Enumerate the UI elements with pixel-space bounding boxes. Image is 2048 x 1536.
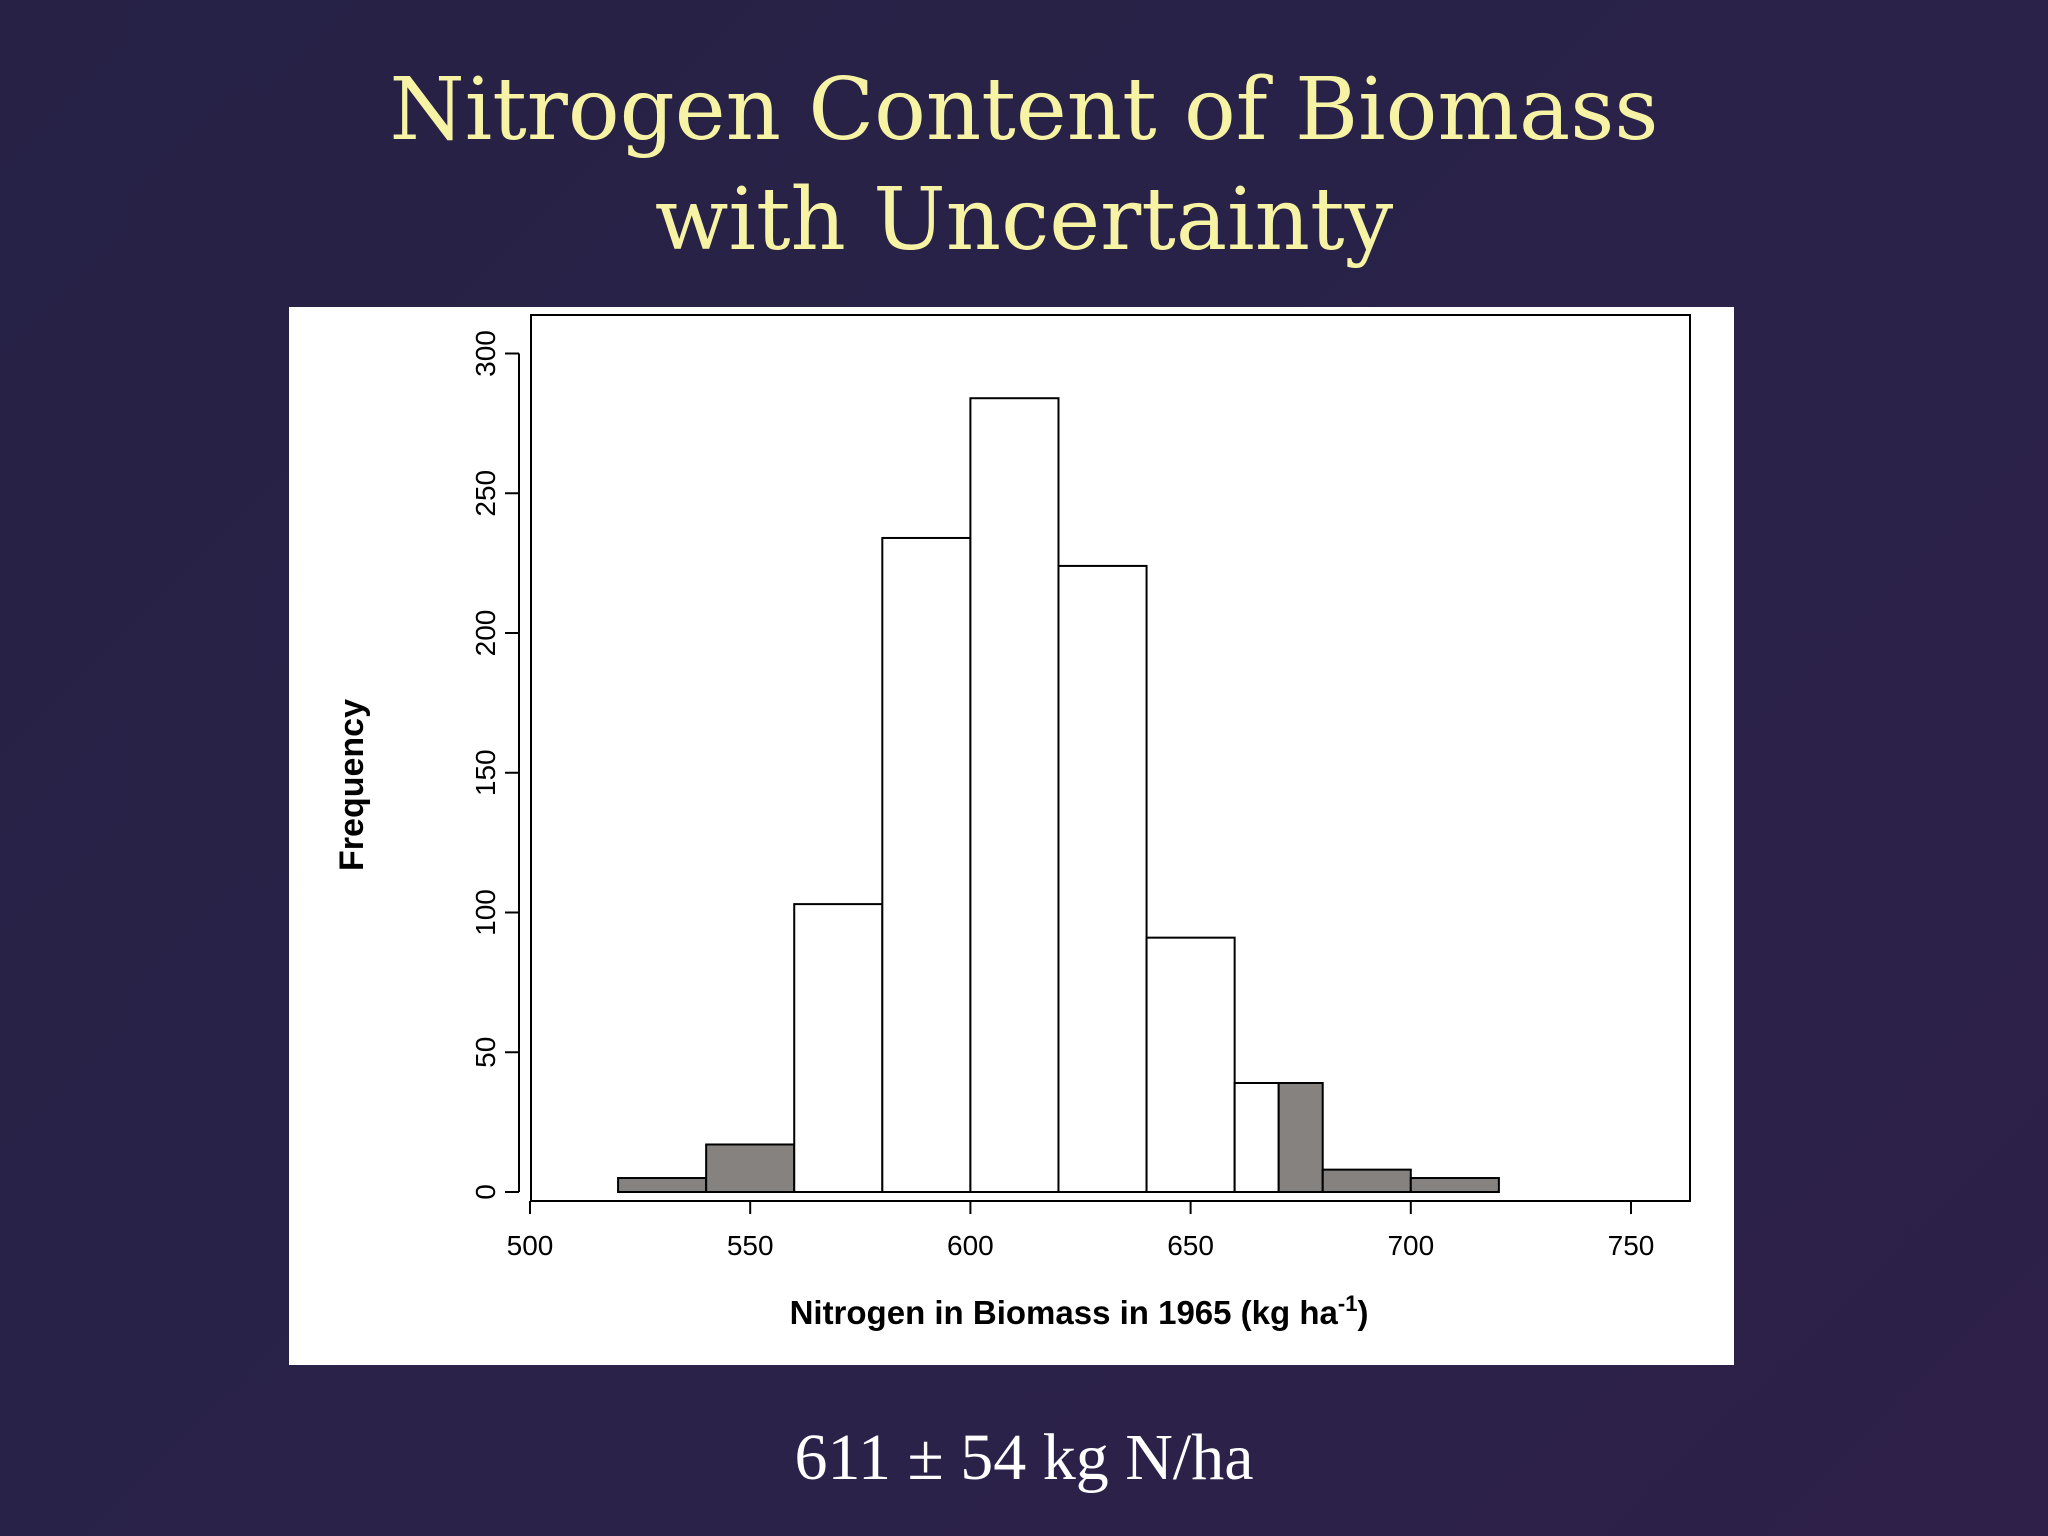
- x-tick-label: 700: [1387, 1230, 1434, 1261]
- histogram-bar: [1409, 1177, 1500, 1194]
- x-tick-label: 750: [1608, 1230, 1655, 1261]
- slide-title: Nitrogen Content of Biomass with Uncerta…: [0, 55, 2048, 275]
- x-axis: 500 550 600 650 700 750: [507, 1200, 1655, 1261]
- histogram-bar: [1277, 1081, 1324, 1193]
- histogram-bar: [1145, 936, 1236, 1194]
- histogram-bar: [705, 1143, 796, 1193]
- histogram-bar: [1321, 1168, 1412, 1194]
- x-axis-title-main: Nitrogen in Biomass in 1965 (kg ha: [790, 1294, 1339, 1331]
- histogram-bar: [969, 397, 1060, 1194]
- x-tick-label: 600: [947, 1230, 994, 1261]
- histogram-bar: [1057, 564, 1148, 1194]
- histogram-bars: [617, 397, 1500, 1194]
- histogram-bar: [881, 536, 972, 1194]
- x-tick-label: 550: [727, 1230, 774, 1261]
- histogram-bar: [793, 903, 884, 1193]
- x-tick-label: 650: [1167, 1230, 1214, 1261]
- histogram-svg: 500 550 600 650 700 750 0 50 100 150 200 250 300 Fr…: [333, 314, 1691, 1331]
- x-tick-label: 500: [507, 1230, 554, 1261]
- title-line-2: with Uncertainty: [654, 170, 1394, 270]
- y-tick-label: 150: [470, 749, 501, 796]
- histogram-bar: [1233, 1081, 1280, 1193]
- y-axis-title: Frequency: [333, 699, 371, 871]
- x-axis-title-end: ): [1357, 1294, 1368, 1331]
- x-axis-title-sup: -1: [1338, 1291, 1358, 1316]
- title-line-1: Nitrogen Content of Biomass: [389, 60, 1659, 160]
- y-axis: 0 50 100 150 200 250 300: [470, 330, 520, 1200]
- y-tick-label: 0: [470, 1184, 501, 1200]
- histogram-bar: [617, 1177, 708, 1194]
- histogram-chart: 500 550 600 650 700 750 0 50 100 150 200 250 300 Fr…: [289, 307, 1734, 1365]
- summary-statistic: 611 ± 54 kg N/ha: [794, 1421, 1254, 1494]
- y-tick-label: 250: [470, 470, 501, 517]
- y-tick-label: 50: [470, 1037, 501, 1068]
- y-tick-label: 300: [470, 330, 501, 377]
- y-tick-label: 200: [470, 610, 501, 657]
- y-tick-label: 100: [470, 889, 501, 936]
- x-axis-title: Nitrogen in Biomass in 1965 (kg ha-1): [790, 1291, 1369, 1331]
